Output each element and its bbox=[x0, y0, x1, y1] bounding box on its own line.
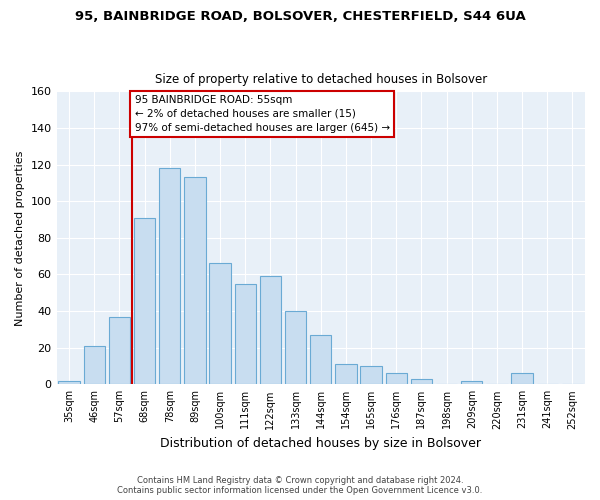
Bar bbox=[209, 264, 231, 384]
Bar bbox=[260, 276, 281, 384]
Bar bbox=[58, 380, 80, 384]
X-axis label: Distribution of detached houses by size in Bolsover: Distribution of detached houses by size … bbox=[160, 437, 481, 450]
Bar bbox=[134, 218, 155, 384]
Bar bbox=[335, 364, 356, 384]
Text: 95, BAINBRIDGE ROAD, BOLSOVER, CHESTERFIELD, S44 6UA: 95, BAINBRIDGE ROAD, BOLSOVER, CHESTERFI… bbox=[74, 10, 526, 23]
Text: 95 BAINBRIDGE ROAD: 55sqm
← 2% of detached houses are smaller (15)
97% of semi-d: 95 BAINBRIDGE ROAD: 55sqm ← 2% of detach… bbox=[134, 95, 389, 133]
Bar bbox=[310, 335, 331, 384]
Bar bbox=[159, 168, 181, 384]
Title: Size of property relative to detached houses in Bolsover: Size of property relative to detached ho… bbox=[155, 73, 487, 86]
Bar bbox=[411, 379, 432, 384]
Text: Contains HM Land Registry data © Crown copyright and database right 2024.
Contai: Contains HM Land Registry data © Crown c… bbox=[118, 476, 482, 495]
Bar bbox=[285, 311, 307, 384]
Bar bbox=[461, 380, 482, 384]
Bar bbox=[109, 316, 130, 384]
Bar bbox=[361, 366, 382, 384]
Bar bbox=[235, 284, 256, 384]
Y-axis label: Number of detached properties: Number of detached properties bbox=[15, 150, 25, 326]
Bar bbox=[83, 346, 105, 385]
Bar bbox=[511, 374, 533, 384]
Bar bbox=[386, 374, 407, 384]
Bar bbox=[184, 178, 206, 384]
